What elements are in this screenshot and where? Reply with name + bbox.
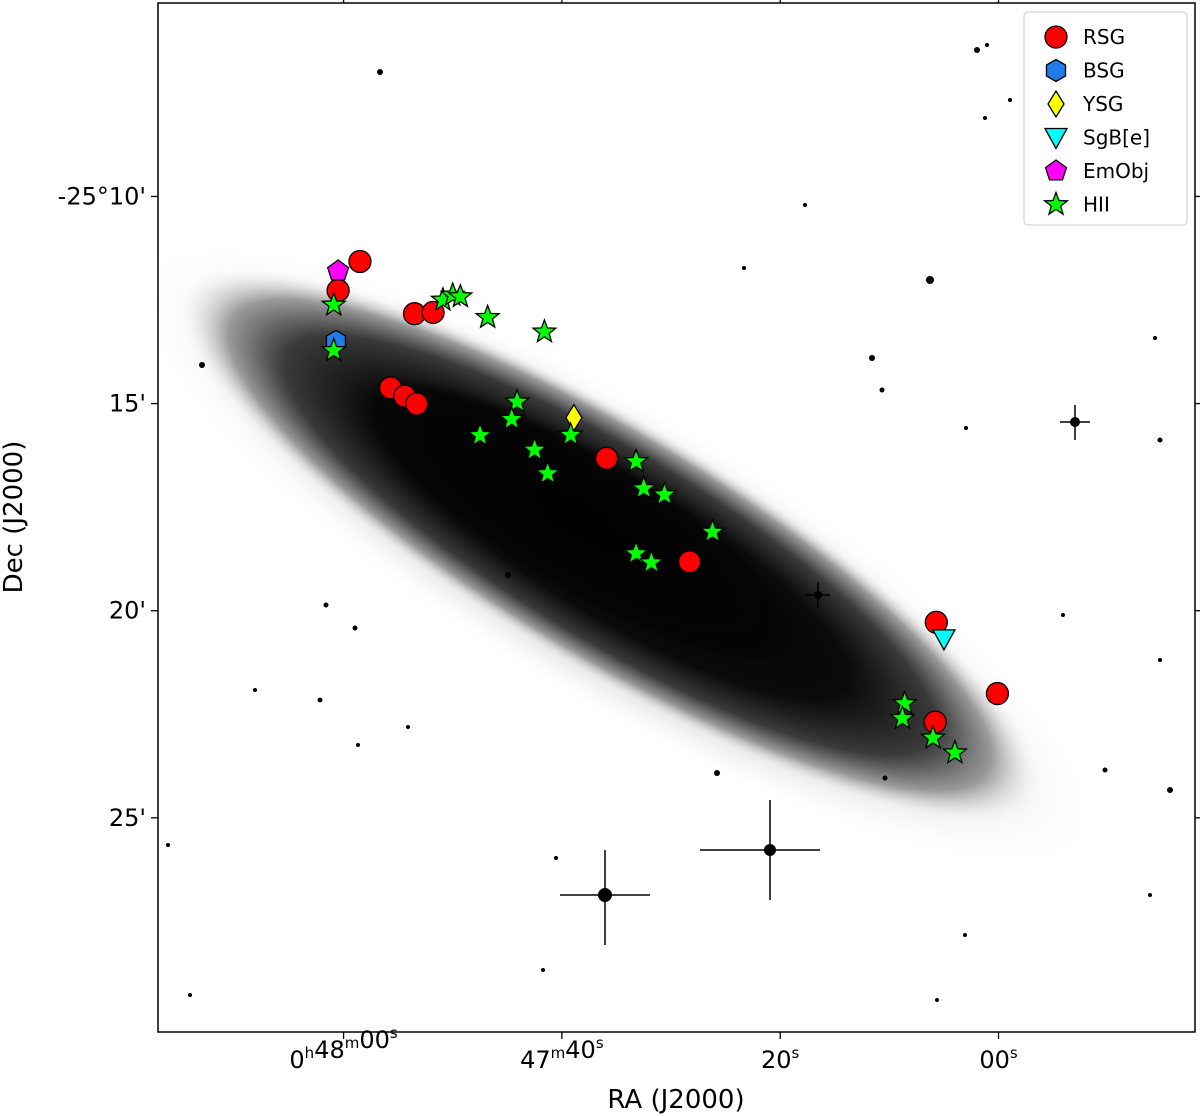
legend-label: EmObj bbox=[1083, 159, 1149, 183]
legend-label: YSG bbox=[1082, 92, 1123, 116]
rsg-marker bbox=[677, 550, 702, 574]
y-tick-label: 20' bbox=[109, 597, 146, 625]
hii-marker bbox=[622, 447, 650, 473]
rsg-marker bbox=[326, 278, 350, 303]
legend-marker-sgb-e bbox=[1043, 127, 1069, 150]
hii-marker bbox=[503, 388, 531, 414]
legend-label: SgB[e] bbox=[1083, 126, 1150, 150]
y-axis-title: Dec (J2000) bbox=[0, 441, 29, 594]
hii-marker bbox=[699, 518, 726, 544]
rsg-marker bbox=[923, 710, 947, 734]
hii-marker bbox=[320, 291, 347, 317]
hii-marker bbox=[474, 303, 501, 329]
hii-marker bbox=[320, 336, 347, 362]
x-tick-label: 20s bbox=[761, 1044, 800, 1074]
emobj-marker bbox=[326, 259, 350, 281]
legend-label: BSG bbox=[1083, 59, 1125, 83]
x-axis-title: RA (J2000) bbox=[607, 1085, 744, 1115]
hii-marker bbox=[651, 480, 678, 506]
y-tick-label: 15' bbox=[109, 390, 146, 418]
diffraction-spikes bbox=[560, 405, 1090, 945]
hii-marker bbox=[466, 421, 494, 447]
hii-marker bbox=[638, 548, 665, 574]
rsg-marker bbox=[985, 681, 1010, 706]
x-tick-label: 0h48m00s bbox=[289, 1024, 398, 1074]
rsg-marker bbox=[348, 249, 372, 274]
legend-label: RSG bbox=[1083, 25, 1125, 49]
data-markers bbox=[320, 249, 1010, 765]
hii-marker bbox=[521, 436, 548, 462]
hii-marker bbox=[891, 689, 918, 715]
galaxy-image bbox=[158, 43, 1173, 1002]
axes-frame bbox=[157, 2, 1196, 1033]
rsg-marker bbox=[594, 446, 619, 470]
hii-marker bbox=[630, 474, 657, 500]
legend-marker-rsg bbox=[1044, 25, 1068, 49]
legend: RSG BSG YSG SgB[e] EmObj HII bbox=[1023, 11, 1188, 226]
hii-marker bbox=[498, 405, 525, 431]
y-tick-label: 25' bbox=[109, 804, 146, 832]
hii-marker bbox=[534, 459, 561, 485]
x-tick-label: 00s bbox=[979, 1044, 1018, 1074]
rsg-marker bbox=[405, 392, 429, 416]
legend-marker-bsg bbox=[1045, 58, 1067, 83]
hii-marker bbox=[557, 421, 584, 447]
legend-marker-ysg bbox=[1047, 89, 1065, 119]
legend-label: HII bbox=[1083, 193, 1110, 217]
hii-marker bbox=[447, 282, 474, 308]
field-stars bbox=[166, 43, 1173, 1002]
hii-marker bbox=[889, 704, 916, 730]
x-axis-ticks: 0h48m00s 47m40s 20s 00s bbox=[289, 0, 1018, 1074]
hii-marker bbox=[919, 724, 947, 750]
y-axis-ticks: -25°10' 15' 20' 25' bbox=[58, 182, 1200, 832]
hii-marker bbox=[622, 539, 650, 565]
hii-marker bbox=[941, 738, 969, 765]
legend-marker-emobj bbox=[1044, 159, 1068, 181]
hii-marker bbox=[531, 318, 558, 344]
y-tick-label: -25°10' bbox=[58, 182, 146, 210]
sgb-e-marker bbox=[931, 629, 957, 652]
legend-marker-hii bbox=[1042, 190, 1070, 216]
x-tick-label: 47m40s bbox=[520, 1034, 604, 1074]
